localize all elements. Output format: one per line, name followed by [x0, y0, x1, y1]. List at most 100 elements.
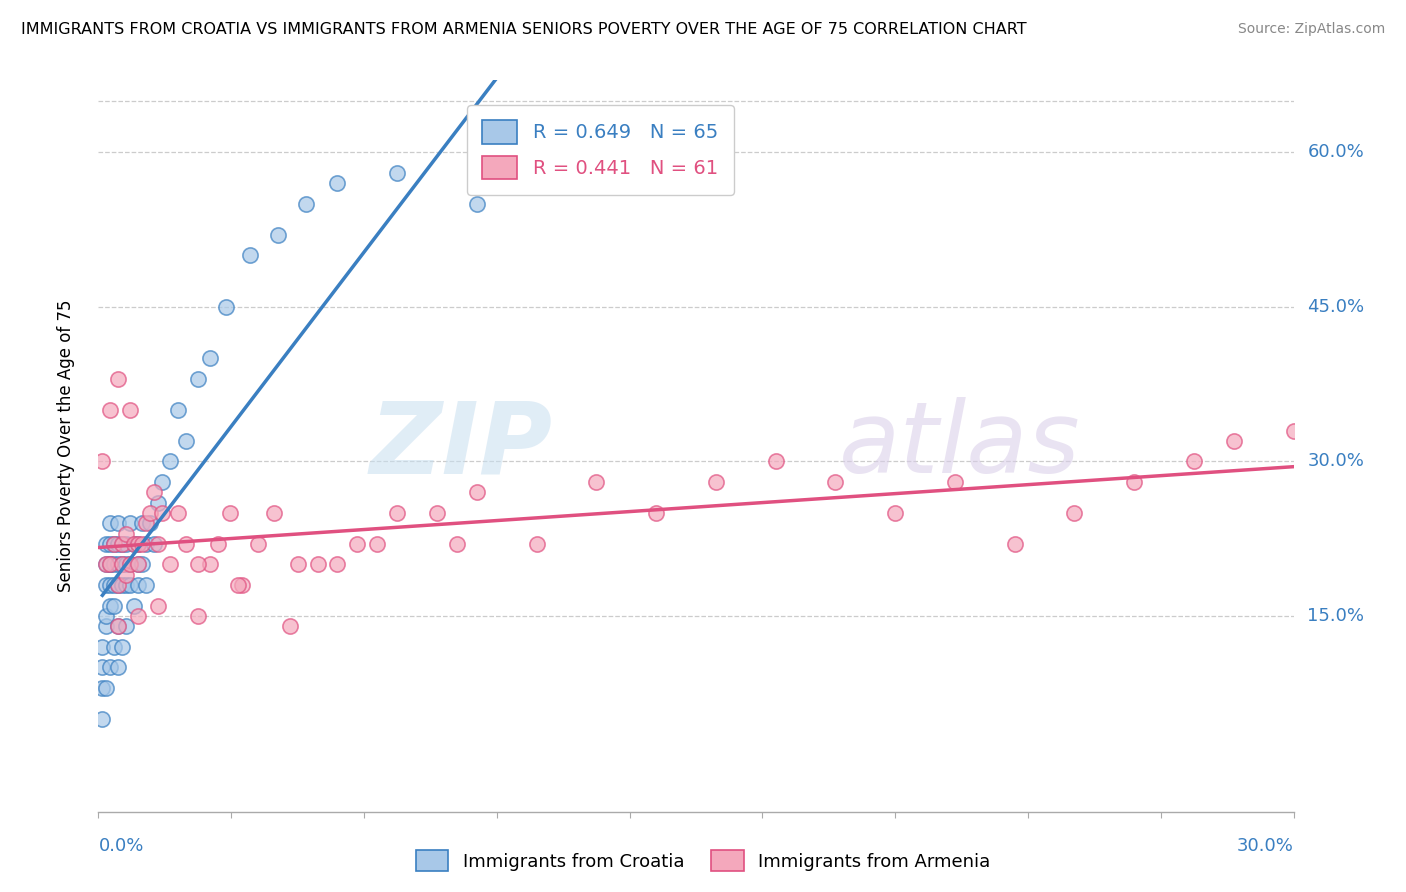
Point [115, 567, 138, 582]
Point [91, 660, 114, 674]
Point [107, 619, 129, 633]
Point [111, 537, 134, 551]
Text: ZIP: ZIP [370, 398, 553, 494]
Point [115, 619, 138, 633]
Point [135, 537, 157, 551]
Point [135, 578, 157, 592]
Text: IMMIGRANTS FROM CROATIA VS IMMIGRANTS FROM ARMENIA SENIORS POVERTY OVER THE AGE : IMMIGRANTS FROM CROATIA VS IMMIGRANTS FR… [21, 22, 1026, 37]
Point [115, 578, 138, 592]
Point [131, 558, 153, 572]
Point [148, 537, 170, 551]
Point [124, 599, 146, 613]
Point [1223, 434, 1246, 448]
Point [103, 537, 125, 551]
Point [91, 640, 114, 654]
Point [98, 403, 122, 417]
Point [704, 475, 727, 489]
Point [127, 609, 149, 624]
Point [107, 537, 129, 551]
Point [294, 197, 316, 211]
Text: 60.0%: 60.0% [1308, 144, 1364, 161]
Point [385, 166, 409, 180]
Point [326, 558, 349, 572]
Point [91, 712, 114, 726]
Point [385, 506, 409, 520]
Point [98, 578, 122, 592]
Point [96, 558, 118, 572]
Text: 45.0%: 45.0% [1308, 298, 1365, 316]
Point [198, 558, 221, 572]
Point [465, 197, 488, 211]
Point [127, 558, 149, 572]
Point [120, 578, 142, 592]
Point [96, 537, 118, 551]
Point [131, 516, 153, 531]
Point [884, 506, 907, 520]
Point [107, 372, 129, 386]
Point [143, 537, 166, 551]
Point [107, 578, 129, 592]
Point [231, 578, 253, 592]
Point [120, 516, 142, 531]
Legend: Immigrants from Croatia, Immigrants from Armenia: Immigrants from Croatia, Immigrants from… [408, 843, 998, 879]
Point [120, 558, 142, 572]
Point [148, 496, 170, 510]
Point [174, 434, 197, 448]
Point [127, 537, 149, 551]
Point [287, 558, 309, 572]
Point [98, 660, 122, 674]
Point [98, 599, 122, 613]
Point [366, 537, 388, 551]
Point [127, 578, 149, 592]
Point [103, 537, 125, 551]
Point [1182, 454, 1205, 468]
Point [103, 578, 125, 592]
Point [278, 619, 301, 633]
Point [207, 537, 229, 551]
Point [143, 485, 166, 500]
Point [159, 558, 181, 572]
Point [167, 506, 190, 520]
Point [765, 454, 787, 468]
Point [107, 619, 129, 633]
Point [98, 558, 122, 572]
Point [239, 248, 262, 262]
Point [103, 558, 125, 572]
Point [96, 681, 118, 695]
Point [103, 640, 125, 654]
Text: Source: ZipAtlas.com: Source: ZipAtlas.com [1237, 22, 1385, 37]
Text: 30.0%: 30.0% [1308, 452, 1364, 470]
Point [1282, 424, 1305, 438]
Point [111, 578, 134, 592]
Point [1123, 475, 1146, 489]
Point [824, 475, 846, 489]
Point [148, 599, 170, 613]
Point [263, 506, 285, 520]
Point [107, 660, 129, 674]
Point [107, 578, 129, 592]
Point [198, 351, 221, 366]
Point [127, 537, 149, 551]
Point [187, 372, 209, 386]
Point [346, 537, 368, 551]
Point [187, 558, 209, 572]
Point [426, 506, 449, 520]
Point [219, 506, 242, 520]
Point [150, 475, 173, 489]
Point [120, 558, 142, 572]
Legend: R = 0.649   N = 65, R = 0.441   N = 61: R = 0.649 N = 65, R = 0.441 N = 61 [467, 104, 734, 194]
Point [115, 537, 138, 551]
Point [124, 537, 146, 551]
Point [605, 125, 627, 139]
Point [267, 227, 290, 242]
Point [111, 558, 134, 572]
Y-axis label: Seniors Poverty Over the Age of 75: Seniors Poverty Over the Age of 75 [56, 300, 75, 592]
Point [115, 526, 138, 541]
Point [115, 558, 138, 572]
Point [246, 537, 269, 551]
Point [465, 485, 488, 500]
Point [103, 599, 125, 613]
Point [226, 578, 249, 592]
Point [96, 578, 118, 592]
Point [91, 681, 114, 695]
